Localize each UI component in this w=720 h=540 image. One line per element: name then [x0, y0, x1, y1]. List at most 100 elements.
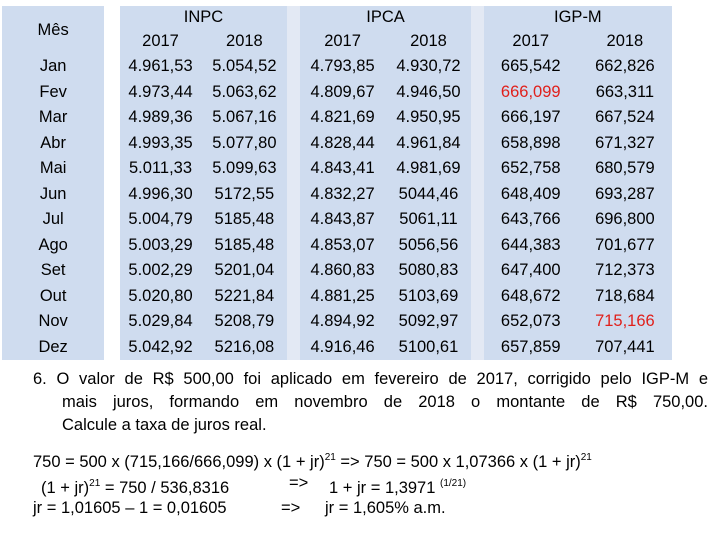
inpc-value: 5185,48 [201, 207, 288, 233]
igpm-value: 643,766 [483, 207, 578, 233]
ipca-value: 5061,11 [385, 207, 472, 233]
igpm-value: 712,373 [577, 258, 672, 284]
year-header: 2017 [119, 28, 202, 54]
equation-group: 1 + jr = 1,3971 (1/21) [329, 471, 466, 502]
ipca-value: 5056,56 [385, 232, 472, 258]
ipca-value: 5080,83 [385, 258, 472, 284]
inpc-value: 5.020,80 [119, 283, 202, 309]
inpc-value: 5221,84 [201, 283, 288, 309]
ipca-value: 5103,69 [385, 283, 472, 309]
igpm-value: 693,287 [577, 181, 672, 207]
month-label: Jul [2, 207, 105, 233]
solution: 750 = 500 x (715,166/666,099) x (1 + jr)… [33, 445, 708, 522]
igpm-value: 696,800 [577, 207, 672, 233]
month-label: Mar [2, 105, 105, 131]
month-label: Ago [2, 232, 105, 258]
igpm-value: 652,073 [483, 309, 578, 335]
table-row: Abr 4.993,35 5.077,80 4.828,44 4.961,84 658,8… [2, 130, 672, 156]
problem-statement: 6. O valor de R$ 500,00 foi aplicado em … [33, 368, 708, 437]
inpc-value: 5.042,92 [119, 334, 202, 360]
ipca-value: 4.946,50 [385, 79, 472, 105]
ipca-value: 4.930,72 [385, 54, 472, 80]
equation-text: 1 + jr = 1,3971 [329, 478, 436, 497]
inpc-value: 5.063,62 [201, 79, 288, 105]
igpm-value: 666,197 [483, 105, 578, 131]
igpm-value: 647,400 [483, 258, 578, 284]
inpc-value: 5.002,29 [119, 258, 202, 284]
table-row: Jun 4.996,30 5172,55 4.832,27 5044,46 648,409… [2, 181, 672, 207]
inpc-value: 4.973,44 [119, 79, 202, 105]
igpm-value: 667,524 [577, 105, 672, 131]
igpm-value: 701,677 [577, 232, 672, 258]
implies-arrow: => [289, 473, 309, 492]
table-row: Dez 5.042,92 5216,08 4.916,46 5100,61 657,859… [2, 334, 672, 360]
inpc-value: 5.067,16 [201, 105, 288, 131]
igpm-value: 644,383 [483, 232, 578, 258]
month-label: Nov [2, 309, 105, 335]
igpm-value: 665,542 [483, 54, 578, 80]
inpc-value: 4.996,30 [119, 181, 202, 207]
table-row: Out 5.020,80 5221,84 4.881,25 5103,69 648,672… [2, 283, 672, 309]
table-row: Nov 5.029,84 5208,79 4.894,92 5092,97 652,073… [2, 309, 672, 335]
igpm-value: 648,409 [483, 181, 578, 207]
problem-line: Calcule a taxa de juros real. [62, 416, 267, 434]
ipca-value: 4.843,41 [299, 156, 386, 182]
ipca-value: 4.828,44 [299, 130, 386, 156]
equation-text: = 750 / 536,8316 [100, 478, 230, 497]
ipca-value: 5092,97 [385, 309, 472, 335]
ipca-value: 4.881,25 [299, 283, 386, 309]
igpm-value: 648,672 [483, 283, 578, 309]
inpc-value: 5.054,52 [201, 54, 288, 80]
ipca-value: 4.950,95 [385, 105, 472, 131]
month-label: Mai [2, 156, 105, 182]
inpc-value: 5201,04 [201, 258, 288, 284]
month-label: Set [2, 258, 105, 284]
ipca-value: 4.894,92 [299, 309, 386, 335]
equation-text: (1 + jr) [41, 478, 90, 497]
implies-arrow: => [281, 499, 301, 517]
table-row: Jan 4.961,53 5.054,52 4.793,85 4.930,72 665,5… [2, 54, 672, 80]
igpm-value: 662,826 [577, 54, 672, 80]
inpc-value: 5208,79 [201, 309, 288, 335]
inpc-value: 4.989,36 [119, 105, 202, 131]
igpm-value: 657,859 [483, 334, 578, 360]
ipca-value: 4.961,84 [385, 130, 472, 156]
ipca-value: 4.793,85 [299, 54, 386, 80]
solution-line-3: jr = 1,01605 – 1 = 0,01605 => jr = 1,605… [33, 496, 708, 522]
inpc-value: 5.029,84 [119, 309, 202, 335]
inpc-value: 4.993,35 [119, 130, 202, 156]
table-row: Fev 4.973,44 5.063,62 4.809,67 4.946,50 666,0… [2, 79, 672, 105]
ipca-value: 4.853,07 [299, 232, 386, 258]
igpm-value: 666,099 [483, 79, 578, 105]
problem-line: 6. O valor de R$ 500,00 foi aplicado em … [33, 370, 708, 388]
month-label: Abr [2, 130, 105, 156]
ipca-value: 4.916,46 [299, 334, 386, 360]
month-label: Out [2, 283, 105, 309]
igpm-value: 715,166 [577, 309, 672, 335]
equation-text: 750 = 500 x (715,166/666,099) x (1 + jr) [33, 453, 325, 471]
group-header-row: Mês INPC IPCA IGP-M [2, 6, 672, 54]
ipca-value: 5044,46 [385, 181, 472, 207]
inpc-value: 5.003,29 [119, 232, 202, 258]
inpc-value: 5185,48 [201, 232, 288, 258]
igpm-value: 707,441 [577, 334, 672, 360]
table-row: Set 5.002,29 5201,04 4.860,83 5080,83 647,400… [2, 258, 672, 284]
ipca-value: 4.860,83 [299, 258, 386, 284]
ipca-value: 4.821,69 [299, 105, 386, 131]
group-header-inpc: INPC [119, 6, 288, 28]
igpm-value: 718,684 [577, 283, 672, 309]
result-text: jr = 1,605% a.m. [325, 499, 446, 517]
equation-text: jr = 1,01605 – 1 = 0,01605 [33, 499, 227, 517]
igpm-value: 671,327 [577, 130, 672, 156]
ipca-value: 4.832,27 [299, 181, 386, 207]
igpm-value: 680,579 [577, 156, 672, 182]
igpm-value: 663,311 [577, 79, 672, 105]
index-table: Mês INPC IPCA IGP-M 2017 2018 2017 2018 … [2, 6, 672, 360]
year-header: 2017 [483, 28, 578, 54]
inpc-value: 4.961,53 [119, 54, 202, 80]
month-label: Jun [2, 181, 105, 207]
equation-text: => 750 = 500 x 1,07366 x (1 + jr) [335, 453, 581, 471]
month-label: Jan [2, 54, 105, 80]
inpc-value: 5.011,33 [119, 156, 202, 182]
